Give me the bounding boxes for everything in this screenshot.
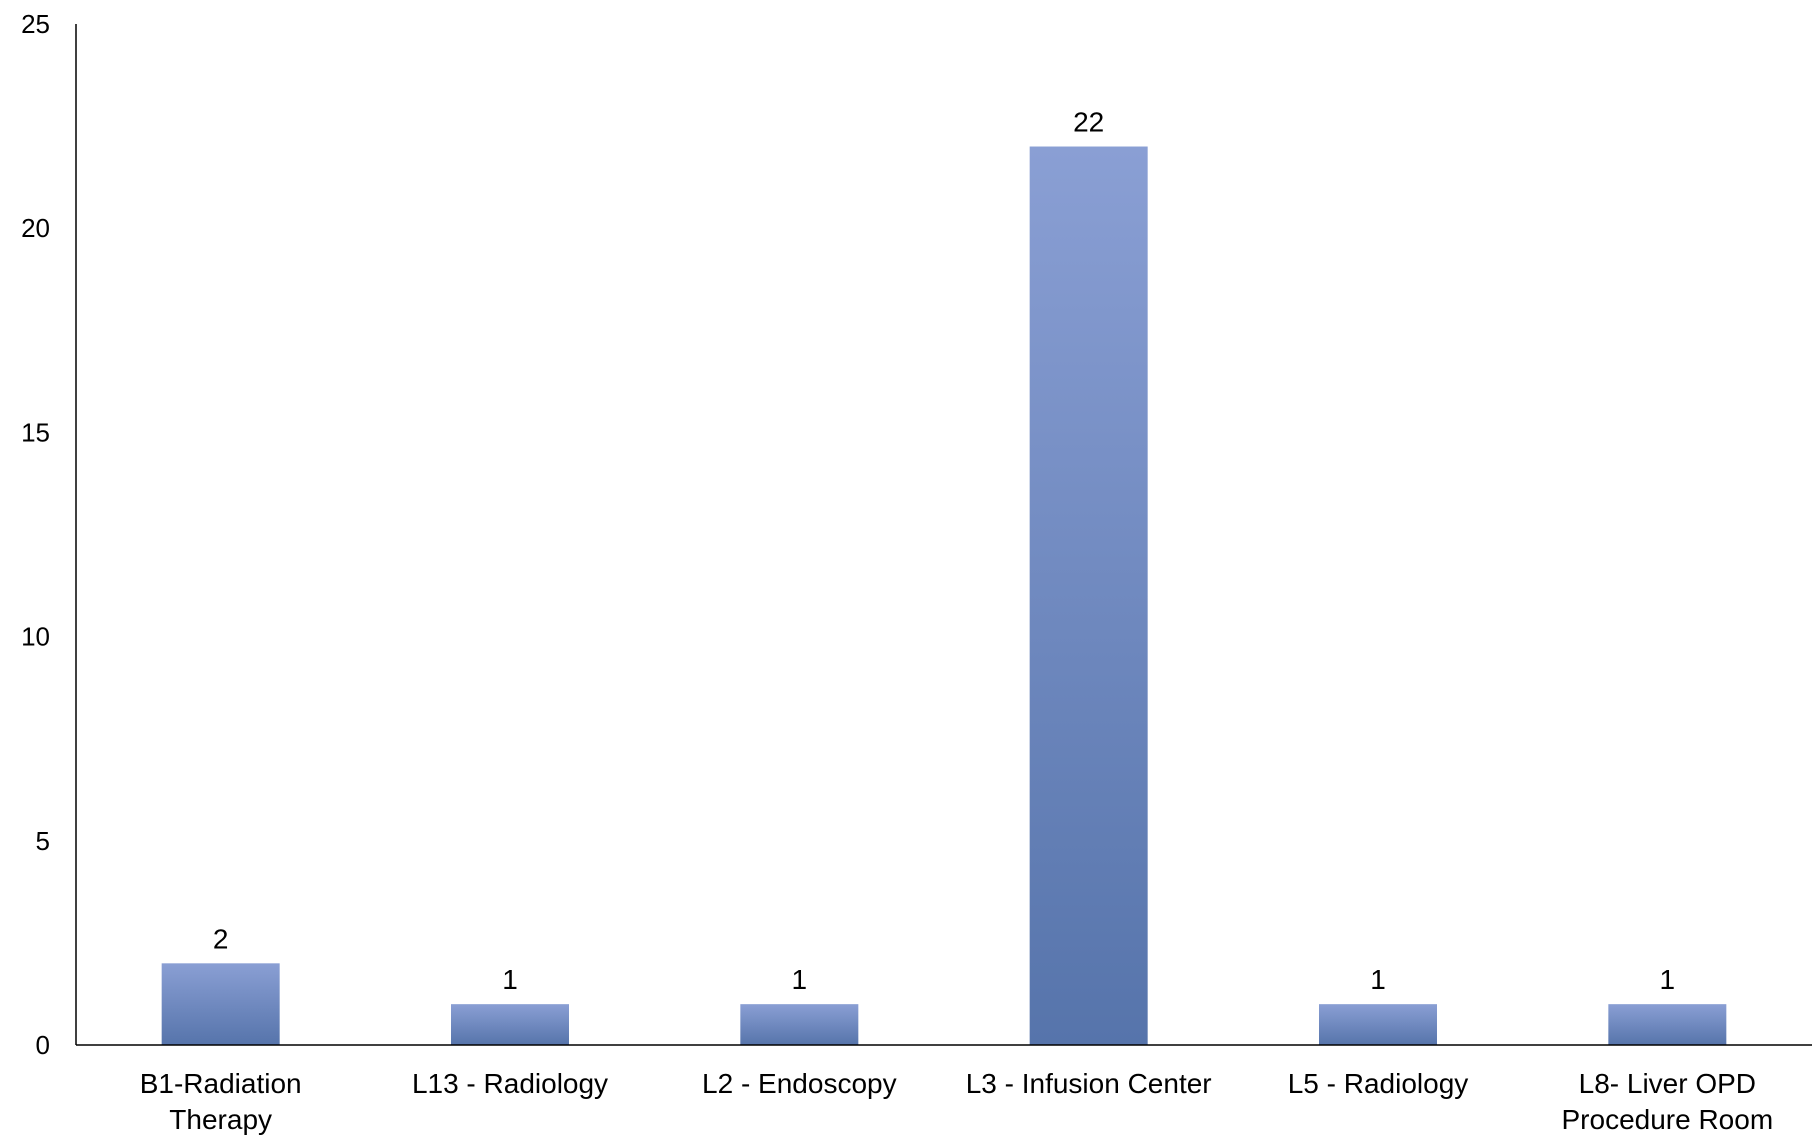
x-category-label-line: Procedure Room	[1562, 1104, 1774, 1135]
bar	[1608, 1004, 1727, 1045]
data-label: 1	[1370, 964, 1386, 995]
x-category-label-line: B1-Radiation	[140, 1068, 302, 1099]
x-category-label-line: L8- Liver OPD	[1579, 1068, 1756, 1099]
data-label: 1	[1660, 964, 1676, 995]
y-tick-label: 20	[21, 213, 50, 243]
bar	[1319, 1004, 1437, 1045]
bar	[1029, 146, 1148, 1045]
x-category-label-line: L13 - Radiology	[412, 1068, 608, 1099]
x-category-label: L2 - Endoscopy	[702, 1068, 897, 1099]
x-category-label-line: L2 - Endoscopy	[702, 1068, 897, 1099]
x-category-label: L5 - Radiology	[1288, 1068, 1469, 1099]
data-label: 2	[213, 923, 229, 954]
x-category-label: L13 - Radiology	[412, 1068, 608, 1099]
x-axis-labels: B1-Radiation Therapy L13 - Radiology L2 - E…	[140, 1068, 1773, 1135]
x-category-label: B1-Radiation Therapy	[140, 1068, 302, 1135]
data-label: 22	[1073, 107, 1104, 138]
bars	[161, 146, 1727, 1045]
y-axis-ticks: 0 5 10 15 20 25	[21, 9, 50, 1060]
x-category-label-line: Therapy	[169, 1104, 272, 1135]
x-category-label-line: L3 - Infusion Center	[966, 1068, 1212, 1099]
y-tick-label: 25	[21, 9, 50, 39]
data-label: 1	[792, 964, 808, 995]
y-tick-label: 5	[36, 826, 50, 856]
bar	[451, 1004, 569, 1045]
data-label: 1	[502, 964, 518, 995]
y-tick-label: 15	[21, 417, 50, 447]
x-category-label: L3 - Infusion Center	[966, 1068, 1212, 1099]
x-category-label: L8- Liver OPD Procedure Room	[1562, 1068, 1774, 1135]
data-labels: 2 1 1 22 1 1	[213, 107, 1675, 996]
bar	[740, 1004, 859, 1045]
y-tick-label: 0	[36, 1030, 50, 1060]
y-tick-label: 10	[21, 622, 50, 652]
bar	[161, 963, 280, 1045]
x-category-label-line: L5 - Radiology	[1288, 1068, 1469, 1099]
